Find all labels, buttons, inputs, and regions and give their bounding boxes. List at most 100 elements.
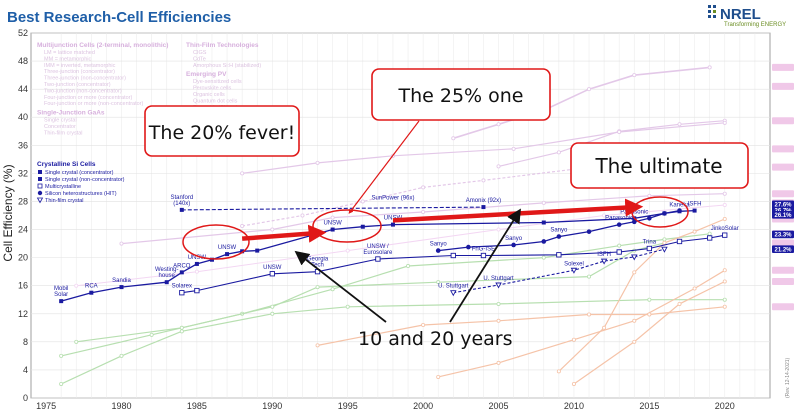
faint-badge — [772, 63, 794, 71]
axes: 1975 1980 1985 1990 1995 2000 2005 2010 2015 2020… — [18, 28, 735, 411]
callout-years: 10 and 20 years — [358, 328, 513, 350]
faint-point — [315, 160, 320, 165]
data-point — [647, 216, 652, 221]
y-tick-label: 36 — [18, 140, 28, 150]
data-point — [466, 244, 471, 250]
legend-item: CIGS — [193, 50, 207, 56]
callout-box-fever — [144, 105, 300, 157]
faint-point — [451, 136, 456, 141]
faint-point — [345, 304, 350, 309]
legend-item-si: Thin-film crystal — [45, 198, 84, 204]
faint-point — [722, 120, 727, 125]
label-line: Eurosolare — [363, 250, 393, 256]
institution-label: Panasonic — [605, 216, 633, 222]
faint-point — [677, 122, 682, 127]
y-tick-label: 20 — [18, 253, 28, 263]
faint-point — [587, 274, 592, 279]
legend-item: Amorphous Si:H (stabilized) — [193, 63, 261, 69]
series-line — [61, 209, 695, 302]
legend-item: Two-junction (concentrator) — [44, 82, 111, 88]
faint-point — [496, 164, 501, 169]
callout-box-quarter — [371, 68, 551, 121]
institution-label: UNSW / Eurosolare — [363, 244, 393, 256]
label-line: U. Stuttgart — [438, 284, 469, 290]
legend-item: Four-junction or more (non-concentrator) — [44, 101, 144, 107]
y-tick-label: 8 — [23, 337, 28, 347]
pointer-arrow-20y — [449, 208, 521, 323]
faint-point — [587, 312, 592, 317]
pointer-arrow-quarter — [348, 120, 420, 214]
faint-point — [647, 297, 652, 302]
faint-point — [602, 213, 607, 218]
x-tick-label: 2000 — [413, 401, 433, 411]
label-line: UNSW — [218, 245, 237, 251]
label-line: Solarex — [172, 284, 192, 290]
faint-point — [315, 285, 320, 290]
data-point — [616, 222, 622, 227]
faint-point — [421, 185, 426, 190]
faint-point — [556, 150, 561, 155]
faint-point — [722, 191, 727, 196]
red-trend-arrow — [241, 224, 327, 243]
efficiency-badge-label: 23.3% — [774, 233, 792, 239]
institution-label: U. Stuttgart — [483, 276, 514, 282]
revision-note: (Rev. 12-14-2021) — [785, 357, 791, 398]
faint-point — [541, 200, 546, 205]
faint-point — [240, 224, 245, 229]
logo-tagline: Transforming ENERGY — [724, 22, 786, 28]
efficiency-badge-label: 26.1% — [774, 213, 792, 219]
data-point — [600, 258, 608, 265]
institution-label: UNSW — [218, 245, 237, 251]
legend-item: Four-junction or more (concentrator) — [44, 95, 133, 101]
label-line: Mobil — [54, 286, 68, 292]
label-line: Sanyo — [505, 236, 523, 242]
institution-label: Sandia — [112, 278, 131, 284]
efficiency-badge-label: 27.6% — [774, 202, 792, 208]
faint-point — [617, 243, 622, 248]
faint-tech-line — [76, 242, 665, 343]
faint-point — [481, 178, 486, 183]
faint-point — [315, 343, 320, 348]
faint-point — [587, 87, 592, 92]
legend-heading: Thin-Film Technologies — [186, 42, 259, 49]
faint-point — [179, 325, 184, 330]
data-point — [89, 290, 94, 295]
legend: Multijunction Cells (2-terminal, monolit… — [36, 42, 261, 204]
faint-point — [436, 374, 441, 379]
label-line: Stanford — [170, 195, 193, 201]
institution-label: ISFH — [597, 252, 611, 258]
x-tick-label: 1975 — [36, 401, 56, 411]
faint-point — [632, 73, 637, 78]
label-line: UNSW — [188, 255, 207, 261]
faint-point — [722, 279, 727, 284]
faint-point — [300, 213, 305, 218]
faint-point — [722, 268, 727, 273]
institution-label: ARCO — [173, 263, 191, 269]
x-tick-label: 1985 — [187, 401, 207, 411]
faint-point — [360, 199, 365, 204]
label-line: ISFH — [597, 252, 611, 258]
data-point — [330, 227, 335, 232]
data-point — [495, 282, 502, 289]
faint-point — [119, 353, 124, 358]
legend-item-si: Multicrystalline — [45, 184, 81, 190]
data-point — [556, 234, 562, 239]
faint-badge — [772, 266, 794, 274]
series-2: Sanyo Sanyo Sanyo Panasonic — [430, 208, 682, 253]
legend-heading: Single-Junction GaAs — [37, 110, 105, 117]
faint-badge — [772, 163, 794, 171]
legend-item: Three-junction (concentrator) — [44, 69, 115, 75]
data-point — [586, 229, 592, 234]
institution-label: UNSW — [263, 265, 282, 271]
faint-point — [617, 129, 622, 134]
label-line: Amonix (92x) — [466, 198, 501, 204]
legend-marker — [37, 190, 43, 196]
data-point — [511, 242, 516, 248]
institution-label: Westing-house — [155, 267, 179, 279]
faint-point — [421, 322, 426, 327]
legend-heading: Emerging PV — [186, 71, 227, 78]
faint-point — [632, 270, 637, 275]
label-line: house — [159, 273, 176, 279]
faint-tech-line — [76, 204, 725, 287]
faint-tech-line — [573, 280, 726, 385]
